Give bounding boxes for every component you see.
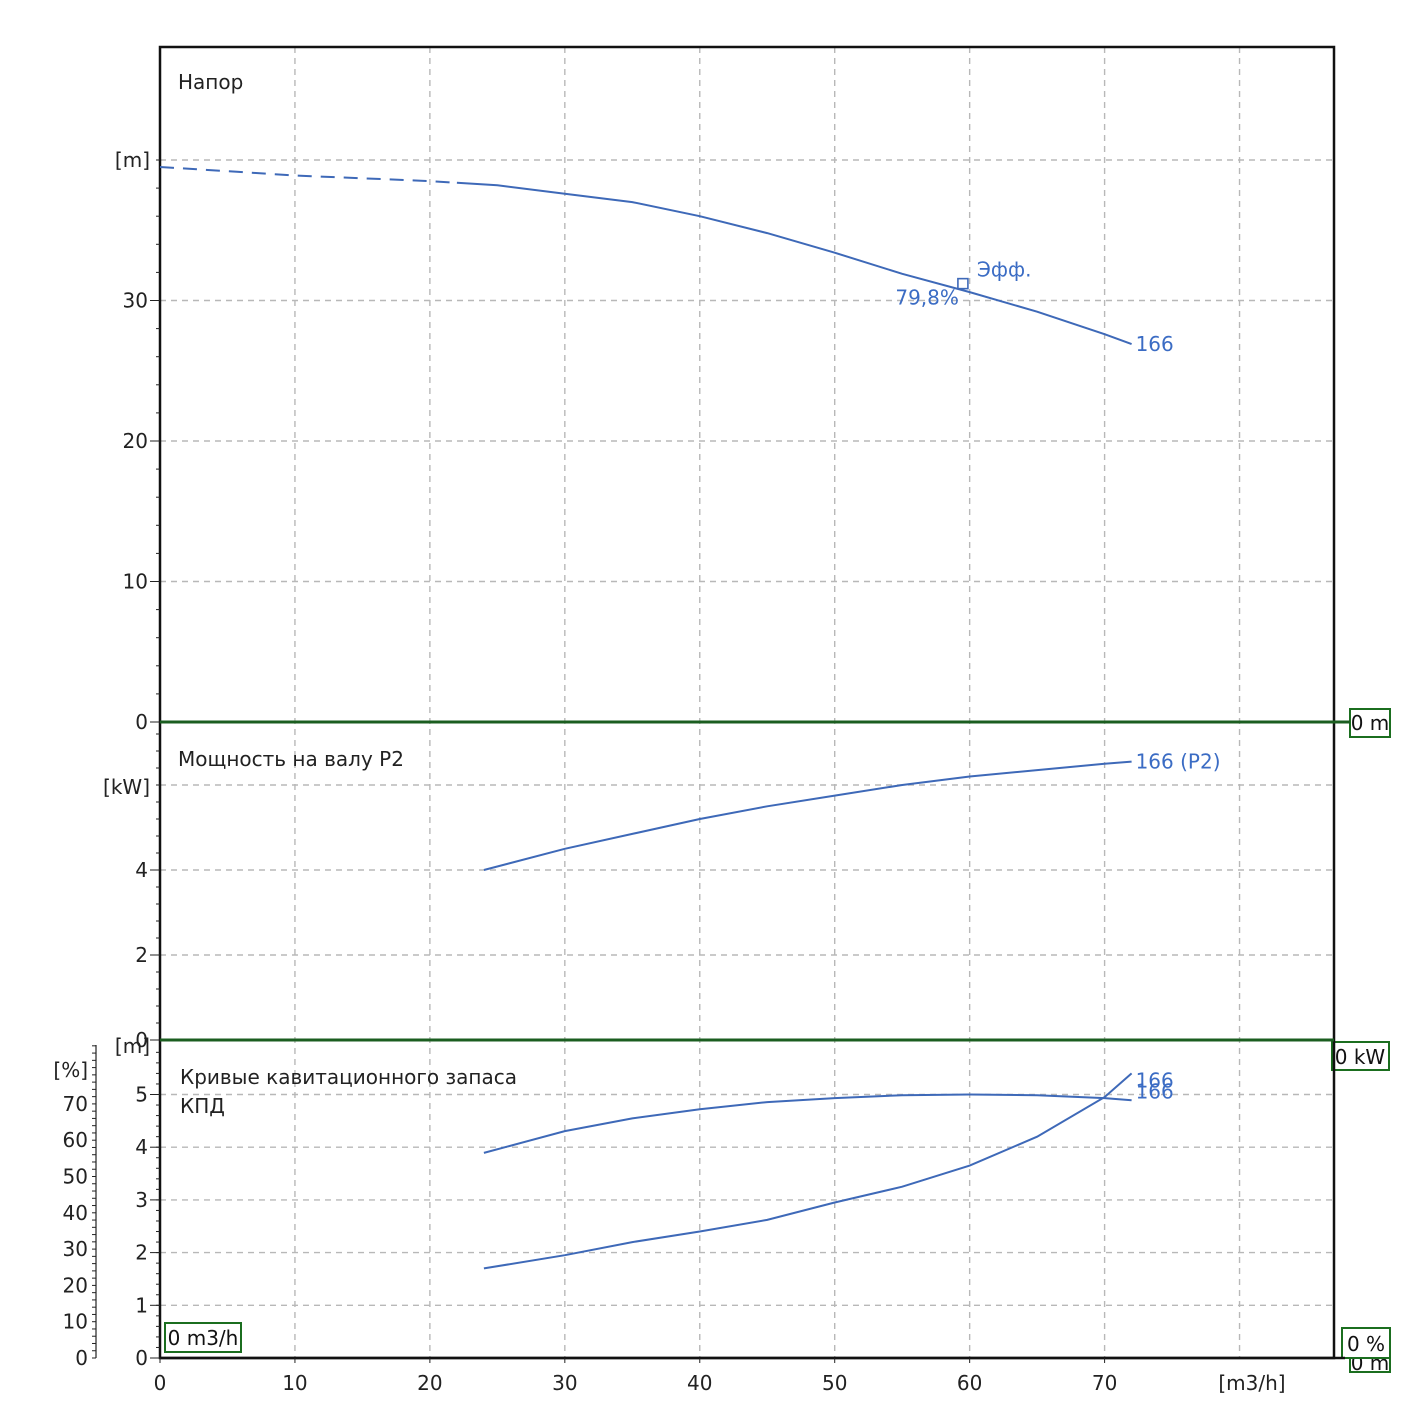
x-tick-label: 60 — [957, 1371, 982, 1395]
x-tick-label: 70 — [1092, 1371, 1117, 1395]
npsh-y-tick-label: 0 — [135, 1346, 148, 1370]
efficiency-y-tick-label: 30 — [63, 1237, 88, 1261]
npsh-y-tick-label: 1 — [135, 1293, 148, 1317]
efficiency-point-label: Эфф. — [977, 258, 1032, 282]
power-curve-label: 166 (P2) — [1136, 750, 1221, 774]
x-tick-label: 30 — [552, 1371, 577, 1395]
flow-axis-unit: [m3/h] — [1218, 1371, 1285, 1395]
x-tick-label: 20 — [417, 1371, 442, 1395]
efficiency-zero-box: 0 % — [1341, 1327, 1391, 1359]
power-y-tick-label: 4 — [135, 858, 148, 882]
efficiency-curve — [483, 1093, 1132, 1154]
npsh-y-tick-label: 4 — [135, 1135, 148, 1159]
head-curve — [456, 181, 1132, 346]
npsh-y-tick-label: 2 — [135, 1241, 148, 1265]
head-axis-unit: [m] — [115, 148, 150, 172]
x-tick-label: 40 — [687, 1371, 712, 1395]
gridlines — [160, 47, 1334, 1358]
head-y-tick-label: 10 — [123, 570, 148, 594]
npsh-curve — [483, 1072, 1133, 1270]
power-y-tick-label: 2 — [135, 943, 148, 967]
head-curve-extrapolated — [159, 166, 457, 184]
efficiency-point-value: 79,8% — [895, 286, 959, 310]
flow-zero-value: 0 m3/h — [168, 1326, 239, 1350]
power-y-tick-label: 0 — [135, 1028, 148, 1052]
npsh-panel-title: Кривые кавитационного запаса — [180, 1065, 517, 1089]
head-y-tick-label: 20 — [123, 429, 148, 453]
plot-frame — [158, 45, 1336, 1360]
head-curve-label: 166 — [1136, 332, 1174, 356]
efficiency-zero-value: 0 % — [1347, 1332, 1385, 1356]
head-y-tick-label: 0 — [135, 710, 148, 734]
efficiency-panel-subtitle: КПД — [180, 1094, 225, 1118]
efficiency-axis-unit: [%] — [53, 1058, 88, 1082]
efficiency-y-tick-label: 10 — [63, 1310, 88, 1334]
efficiency-y-tick-label: 60 — [63, 1128, 88, 1152]
npsh-curve-label: 166 — [1136, 1068, 1174, 1092]
flow-zero-box: 0 m3/h — [164, 1322, 242, 1353]
power-curve — [483, 760, 1132, 871]
head-y-tick-label: 30 — [123, 289, 148, 313]
npsh-y-tick-label: 5 — [135, 1083, 148, 1107]
head-zero-box: 0 m — [1349, 708, 1391, 738]
power-axis-unit: [kW] — [103, 775, 150, 799]
efficiency-y-tick-label: 40 — [63, 1201, 88, 1225]
efficiency-curve-label: 166 — [1136, 1079, 1174, 1103]
efficiency-point-marker — [957, 277, 969, 290]
npsh-axis-unit: [m] — [115, 1034, 150, 1058]
power-zero-value: 0 kW — [1335, 1045, 1386, 1069]
efficiency-y-tick-label: 70 — [63, 1092, 88, 1116]
efficiency-y-tick-label: 20 — [63, 1273, 88, 1297]
x-tick-label: 0 — [154, 1371, 167, 1395]
power-zero-box: 0 kW — [1331, 1041, 1390, 1071]
x-tick-label: 10 — [282, 1371, 307, 1395]
efficiency-y-tick-label: 0 — [75, 1346, 88, 1370]
x-tick-label: 50 — [822, 1371, 847, 1395]
power-panel-title: Мощность на валу P2 — [178, 747, 404, 771]
head-panel-title: Напор — [178, 70, 243, 94]
efficiency-y-tick-label: 50 — [63, 1165, 88, 1189]
npsh-y-tick-label: 3 — [135, 1188, 148, 1212]
head-zero-value: 0 m — [1351, 711, 1390, 735]
